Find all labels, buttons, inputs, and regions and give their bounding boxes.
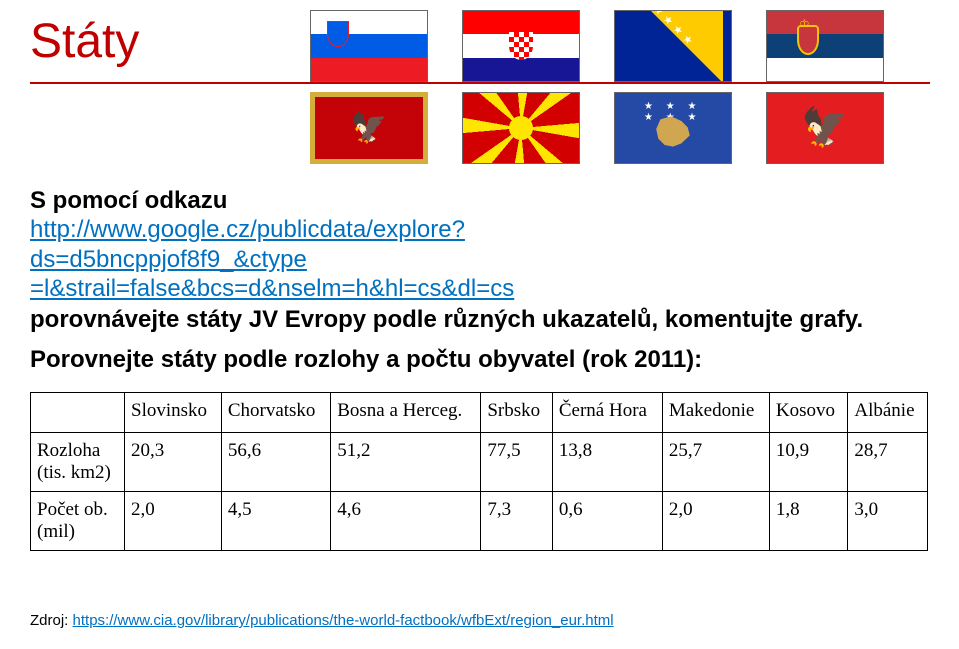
intro-continuation: porovnávejte státy JV Evropy podle různý… (30, 305, 930, 334)
table-header-cell: Makedonie (662, 393, 769, 433)
bosnia-flag-icon: ★★★★★ (614, 10, 732, 82)
source-citation: Zdroj: https://www.cia.gov/library/publi… (30, 612, 614, 629)
croatia-flag-icon (462, 10, 580, 82)
comparison-table: Slovinsko Chorvatsko Bosna a Herceg. Srb… (30, 392, 928, 551)
albania-flag-icon: 🦅 (766, 92, 884, 164)
table-cell: 25,7 (662, 433, 769, 492)
source-link[interactable]: https://www.cia.gov/library/publications… (73, 612, 614, 629)
table-header-cell: Slovinsko (125, 393, 222, 433)
table-header-cell: Černá Hora (552, 393, 662, 433)
table-header-cell: Chorvatsko (221, 393, 330, 433)
table-header-cell: Albánie (848, 393, 928, 433)
table-cell: 51,2 (331, 433, 481, 492)
table-cell: 0,6 (552, 492, 662, 551)
intro-link[interactable]: http://www.google.cz/publicdata/explore?… (30, 216, 514, 302)
table-cell: 77,5 (481, 433, 553, 492)
table-cell: 56,6 (221, 433, 330, 492)
table-cell: 3,0 (848, 492, 928, 551)
macedonia-flag-icon (462, 92, 580, 164)
flag-row-1: ★★★★★ ♔ (310, 10, 884, 82)
table-cell: 2,0 (662, 492, 769, 551)
table-cell: 4,5 (221, 492, 330, 551)
table-row: Počet ob. (mil) 2,0 4,5 4,6 7,3 0,6 2,0 … (31, 492, 928, 551)
table-cell: 20,3 (125, 433, 222, 492)
table-header-cell: Srbsko (481, 393, 553, 433)
row-label: Počet ob. (mil) (31, 492, 125, 551)
intro-block: S pomocí odkazu http://www.google.cz/pub… (30, 186, 930, 334)
table-header-empty (31, 393, 125, 433)
intro-link-line2: ds=d5bncppjof8f9_&ctype (30, 246, 307, 273)
table-header-row: Slovinsko Chorvatsko Bosna a Herceg. Srb… (31, 393, 928, 433)
table-cell: 28,7 (848, 433, 928, 492)
title-underline (30, 82, 930, 84)
table-cell: 7,3 (481, 492, 553, 551)
intro-lead: S pomocí odkazu (30, 186, 930, 215)
serbia-flag-icon: ♔ (766, 10, 884, 82)
table-cell: 2,0 (125, 492, 222, 551)
intro-link-line3: =l&strail=false&bcs=d&nselm=h&hl=cs&dl=c… (30, 275, 514, 302)
compare-subheading: Porovnejte státy podle rozlohy a počtu o… (30, 346, 702, 374)
page-title: Státy (30, 15, 139, 68)
source-prefix: Zdroj: (30, 612, 73, 629)
row-label: Rozloha (tis. km2) (31, 433, 125, 492)
slovenia-flag-icon (310, 10, 428, 82)
intro-link-line1: http://www.google.cz/publicdata/explore? (30, 216, 465, 243)
kosovo-flag-icon: ★ ★ ★ ★ ★ ★ (614, 92, 732, 164)
table-cell: 4,6 (331, 492, 481, 551)
flag-row-2: 🦅 ★ ★ ★ ★ ★ ★ 🦅 (310, 92, 884, 164)
table-header-cell: Bosna a Herceg. (331, 393, 481, 433)
table-row: Rozloha (tis. km2) 20,3 56,6 51,2 77,5 1… (31, 433, 928, 492)
montenegro-flag-icon: 🦅 (310, 92, 428, 164)
table-cell: 13,8 (552, 433, 662, 492)
table-header-cell: Kosovo (769, 393, 847, 433)
table-cell: 10,9 (769, 433, 847, 492)
table-cell: 1,8 (769, 492, 847, 551)
